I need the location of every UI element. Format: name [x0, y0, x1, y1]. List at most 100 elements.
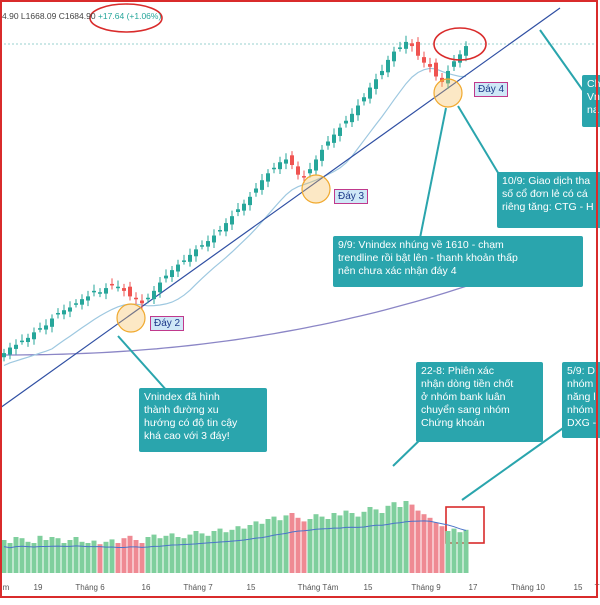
candle-body	[446, 70, 450, 84]
volume-bar	[403, 501, 409, 573]
volume-bar	[211, 531, 217, 573]
candle-body	[80, 299, 84, 305]
day-3-label: Đáy 3	[334, 189, 369, 204]
volume-bar	[331, 513, 337, 573]
candle-body	[170, 270, 174, 278]
candle-body	[152, 290, 156, 300]
candle-body	[68, 307, 72, 312]
x-axis-tick-label: 17	[468, 583, 478, 592]
price-change: +17.64 (+1.06%)	[97, 11, 162, 21]
candle-body	[128, 286, 132, 297]
candle-body	[278, 162, 282, 170]
last-candle-highlight-ellipse	[433, 27, 487, 61]
volume-bar	[319, 516, 325, 573]
volume-bar	[109, 539, 115, 573]
candle-body	[248, 196, 252, 206]
x-axis-tick-label: 15	[573, 583, 583, 592]
volume-bar	[169, 533, 175, 573]
volume-ma-line	[3, 520, 467, 549]
volume-bar	[283, 515, 289, 573]
x-axis-tick-label: Tháng 6	[75, 583, 105, 592]
candle-body	[188, 254, 192, 262]
volume-bar	[151, 534, 157, 573]
candle-body	[290, 155, 294, 165]
callout-pointer	[539, 29, 585, 93]
ma-long-line	[0, 284, 471, 356]
candle-body	[50, 318, 54, 327]
volume-bar	[409, 504, 415, 573]
volume-bar	[289, 513, 295, 573]
volume-bar	[373, 509, 379, 573]
volume-bar	[391, 502, 397, 573]
volume-bar	[445, 531, 451, 573]
volume-bar	[85, 543, 91, 573]
volume-bar	[367, 507, 373, 573]
callout-sep-5: 5/9: D nhóm năng l nhóm DXG -	[562, 362, 600, 438]
candle-body	[356, 105, 360, 116]
candle-body	[14, 344, 18, 349]
volume-bar	[259, 523, 265, 573]
ohlc-readout: 4.90 L1668.09 C1684.90 +17.64 (+1.06%)	[2, 11, 161, 21]
volume-bar	[145, 537, 151, 573]
candle-body	[464, 46, 468, 56]
ohlc-values: 4.90 L1668.09 C1684.90	[2, 11, 96, 21]
volume-bar	[19, 538, 25, 573]
candle-body	[224, 223, 228, 232]
volume-bar	[457, 532, 463, 573]
candle-body	[434, 62, 438, 77]
volume-bar	[241, 528, 247, 573]
candle-body	[56, 312, 60, 315]
volume-bar	[295, 517, 301, 573]
candle-body	[158, 282, 162, 293]
candle-body	[86, 296, 90, 301]
candle-body	[332, 134, 336, 143]
day-3-marker	[301, 174, 331, 204]
volume-bar	[385, 505, 391, 573]
x-axis-tick-label: Tháng 9	[411, 583, 441, 592]
candle-body	[320, 149, 324, 161]
volume-bar	[397, 507, 403, 573]
candle-body	[380, 70, 384, 76]
x-axis-tick-label: Tháng	[594, 583, 600, 592]
callout-sep-10: 10/9: Giao dịch tha số cổ đơn lẻ có cá r…	[497, 172, 600, 228]
volume-bar	[205, 535, 211, 573]
volume-bar	[13, 537, 19, 573]
volume-bar	[127, 535, 133, 573]
volume-bar	[199, 533, 205, 573]
candle-body	[392, 51, 396, 62]
volume-bar	[301, 521, 307, 573]
volume-bar	[91, 540, 97, 573]
candle-body	[362, 97, 366, 102]
volume-bar	[193, 531, 199, 573]
candle-body	[146, 297, 150, 300]
candle-body	[284, 159, 288, 164]
candle-body	[386, 59, 390, 73]
candle-body	[206, 241, 210, 247]
callout-sep-9: 9/9: Vnindex nhúng về 1610 - chạm trendl…	[333, 236, 583, 287]
callout-aug-22: 22-8: Phiên xác nhận dòng tiền chốt ở nh…	[416, 362, 543, 442]
volume-bar	[247, 525, 253, 573]
volume-bar	[7, 543, 13, 573]
candle-body	[110, 283, 114, 286]
volume-bar	[313, 514, 319, 573]
volume-bar	[307, 519, 313, 573]
volume-bar	[157, 538, 163, 573]
ma-short-line	[3, 67, 466, 367]
volume-bar	[73, 537, 79, 573]
candle-body	[26, 337, 30, 343]
candle-body	[338, 127, 342, 136]
candle-body	[266, 173, 270, 182]
volume-bar	[175, 537, 181, 573]
volume-bar	[325, 519, 331, 573]
volume-bar	[43, 540, 49, 573]
volume-bar	[355, 516, 361, 573]
candle-body	[218, 230, 222, 232]
candle-body	[272, 167, 276, 170]
x-axis-tick-label: 16	[141, 583, 151, 592]
candle-body	[368, 87, 372, 99]
volume-bar	[55, 538, 61, 573]
candle-body	[404, 41, 408, 49]
volume-bar	[103, 541, 109, 573]
volume-bar	[97, 544, 103, 573]
volume-bar	[115, 543, 121, 573]
